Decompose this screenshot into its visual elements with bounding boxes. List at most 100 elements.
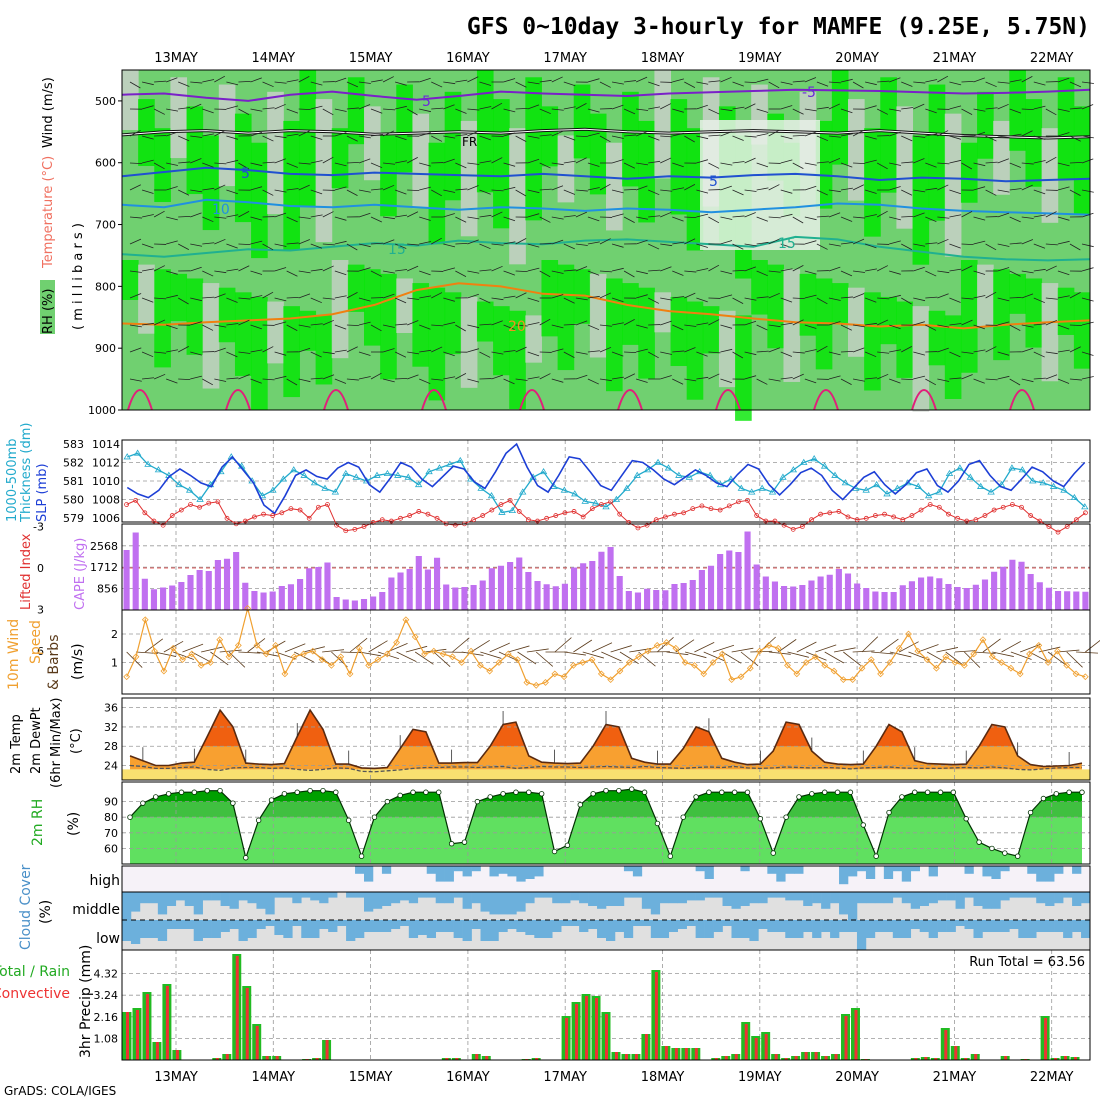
rh2m-point: [127, 814, 133, 820]
wind-barb: [1033, 160, 1046, 164]
lifted-index-point: [672, 511, 677, 517]
wind-barb: [178, 81, 190, 87]
wind-barb: [479, 243, 491, 250]
wind-barb: [383, 216, 396, 220]
rh-patch: [315, 315, 333, 385]
wind-speed-point: [216, 636, 224, 644]
isotherm-line: [121, 166, 1091, 183]
wind-barb: [166, 162, 178, 166]
wind-barb: [575, 320, 588, 326]
rh2m-point: [333, 789, 339, 795]
rh-patch: [1009, 273, 1026, 314]
cape-bar: [306, 568, 313, 610]
wind-barb: [238, 265, 250, 272]
lifted-index-point: [1037, 518, 1043, 524]
cloud-bar: [525, 892, 535, 904]
lifted-index-point: [151, 518, 157, 524]
wind-barb: [720, 185, 732, 191]
wind-barb: [796, 641, 817, 653]
lifted-index-point: [169, 513, 175, 518]
wind-barb: [539, 188, 552, 191]
cloud-bar: [489, 866, 499, 877]
wind-barb: [1066, 651, 1083, 668]
lifted-index-point: [964, 518, 970, 524]
tick-label: 36: [104, 702, 118, 715]
wind-barb: [744, 81, 757, 84]
wind-barb: [334, 378, 347, 384]
rh-patch: [702, 306, 720, 354]
rh-patch: [509, 128, 526, 265]
wind-barb: [865, 214, 877, 218]
rh2m-point: [384, 798, 390, 805]
rh-patch: [751, 260, 768, 315]
wind-barb: [720, 162, 733, 166]
thickness-point: [154, 466, 163, 473]
wind-barb: [587, 378, 599, 385]
lifted-index-point: [1055, 529, 1061, 535]
cape-bar: [351, 600, 358, 610]
lifted-index-point: [1028, 513, 1034, 518]
thickness-point: [748, 488, 756, 495]
wind-barb: [804, 324, 817, 329]
wind-barb: [913, 189, 926, 193]
tick-label: 500: [95, 95, 116, 108]
cloud-bar: [130, 892, 141, 912]
rh2m-point: [616, 787, 622, 794]
wind-barb: [274, 243, 287, 247]
wind-barb: [1009, 162, 1021, 168]
cloud-bar: [175, 920, 186, 929]
wind-barb: [382, 378, 395, 383]
tick-label: 581: [63, 475, 84, 488]
tick-label: 1: [111, 657, 118, 670]
wind-barb: [214, 162, 227, 165]
wind-barb: [624, 351, 637, 354]
cloud-bar: [247, 920, 257, 938]
wind-barb: [310, 160, 323, 164]
lifted-index-point: [133, 497, 139, 503]
wind-barb: [455, 188, 468, 191]
tick-label: 6: [37, 645, 44, 658]
wind-barb: [1033, 377, 1046, 380]
cloud-bar: [211, 920, 221, 938]
wind-barb: [611, 81, 624, 85]
wind-barb: [672, 324, 684, 331]
cape-bar: [324, 562, 331, 610]
wind-barb: [406, 157, 418, 164]
rh-patch: [977, 91, 994, 159]
cloud-label: Cloud Cover: [18, 864, 34, 950]
wind-barb: [129, 184, 141, 191]
wind-speed-point: [718, 650, 726, 658]
cloud-bar: [1045, 920, 1055, 932]
thickness-point: [196, 495, 204, 502]
wind-barb: [394, 297, 407, 304]
wind-barb: [756, 350, 769, 353]
wind-barb: [587, 78, 600, 83]
wind-barb: [1081, 351, 1094, 356]
wind-barb: [503, 78, 516, 83]
rh2m-point: [577, 802, 583, 808]
thickness-point: [362, 477, 371, 484]
wind-barb: [828, 189, 841, 193]
wind-barb: [551, 130, 563, 137]
wind-barb: [395, 160, 407, 164]
rh-patch: [267, 91, 284, 215]
cloud-bar: [749, 920, 759, 941]
cloud-bar: [1054, 920, 1064, 932]
cape-bar: [169, 585, 176, 610]
thickness-point: [685, 473, 693, 480]
wind-barb: [226, 159, 239, 164]
wind-barb: [310, 135, 323, 140]
wind-barb: [1033, 135, 1046, 140]
rh2m-point: [564, 842, 571, 848]
wind-barb: [145, 638, 164, 653]
wind-barb: [816, 345, 828, 353]
cloud-bar: [1045, 866, 1055, 882]
wind-barb: [961, 265, 973, 272]
thickness-point: [768, 488, 777, 495]
wind-barb: [1069, 189, 1081, 196]
wind-speed-point: [1081, 673, 1089, 681]
lifted-index-point: [827, 510, 833, 516]
isotherm-line: [323, 389, 349, 411]
precip-convective-bar: [605, 1014, 608, 1060]
cloud-bar: [704, 866, 714, 879]
